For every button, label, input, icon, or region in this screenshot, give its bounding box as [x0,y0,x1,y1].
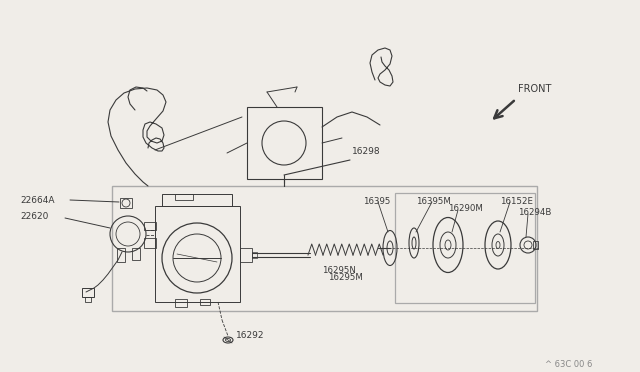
Text: 16295N: 16295N [322,266,356,275]
Bar [252,252,257,258]
Bar [240,248,252,262]
Text: FRONT: FRONT [518,84,552,94]
Bar [247,107,322,179]
Bar [120,198,132,208]
Bar [175,299,187,307]
Text: 16290M: 16290M [448,204,483,213]
Text: 16292: 16292 [236,330,264,340]
Text: 16152E: 16152E [500,197,533,206]
Text: 16295M: 16295M [328,273,363,282]
Text: 22664A: 22664A [20,196,54,205]
Text: 16294B: 16294B [518,208,552,217]
Bar [112,186,537,311]
Bar [117,248,125,262]
Text: 16395: 16395 [363,197,390,206]
Bar [144,222,156,230]
Text: 16298: 16298 [352,147,381,156]
Bar [82,288,94,297]
Bar [162,194,232,206]
Text: ^ 63C 00 6: ^ 63C 00 6 [545,360,593,369]
Bar [175,194,193,200]
Text: 22620: 22620 [20,212,49,221]
Bar [200,299,210,305]
Bar [132,248,140,260]
Bar [85,297,91,302]
Bar [144,238,156,248]
Text: 16395M: 16395M [416,197,451,206]
Bar [155,206,240,302]
Bar [395,193,535,303]
Bar [533,241,538,249]
